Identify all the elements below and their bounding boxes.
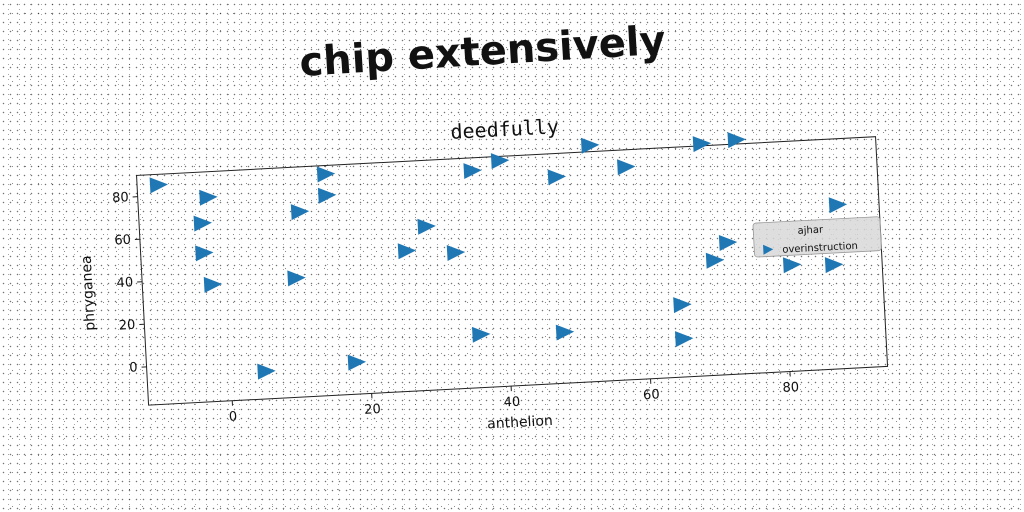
- data-point: [287, 270, 306, 287]
- legend: ajhar overinstruction: [752, 216, 882, 258]
- x-axis: 0 20 40 60 80: [229, 371, 799, 425]
- y-tick-label: 80: [112, 190, 129, 206]
- data-point: [199, 189, 218, 206]
- legend-entry-overinstruction: overinstruction: [782, 241, 858, 256]
- data-point: [397, 243, 417, 260]
- data-point: [580, 137, 600, 154]
- data-point: [547, 169, 567, 186]
- y-axis: 0 20 40 60 80: [112, 190, 147, 376]
- y-tick-label: 20: [118, 318, 135, 334]
- plot-frame: [136, 136, 889, 406]
- data-point: [290, 204, 310, 221]
- data-point: [316, 166, 336, 183]
- data-point: [555, 324, 575, 341]
- chart-title: deedfully: [450, 114, 559, 144]
- data-point: [195, 245, 214, 262]
- data-point: [417, 218, 436, 235]
- x-tick-label: 20: [364, 402, 381, 418]
- x-tick-label: 60: [643, 387, 660, 403]
- data-point: [727, 132, 746, 149]
- y-tick-label: 60: [114, 233, 131, 249]
- data-point: [203, 276, 223, 293]
- data-point: [824, 257, 844, 274]
- data-point: [472, 326, 491, 343]
- data-point: [463, 163, 482, 180]
- legend-marker: [763, 244, 774, 255]
- data-point: [490, 153, 510, 170]
- data-point: [149, 177, 168, 194]
- data-point: [257, 363, 276, 380]
- data-point: [718, 234, 738, 251]
- x-axis-label: anthelion: [487, 413, 553, 432]
- y-axis-label: phryganea: [79, 255, 99, 331]
- data-point: [317, 187, 337, 204]
- data-point: [617, 159, 636, 176]
- x-tick-label: 0: [229, 409, 238, 424]
- data-point: [347, 354, 367, 371]
- y-tick-label: 40: [116, 275, 133, 291]
- legend-title: ajhar: [797, 225, 824, 237]
- legend-box: [752, 216, 882, 258]
- data-point: [828, 197, 848, 214]
- data-point: [674, 331, 694, 348]
- data-point: [705, 252, 725, 269]
- x-tick-label: 80: [782, 380, 799, 396]
- data-points: [149, 132, 848, 380]
- data-point: [193, 215, 212, 232]
- data-point: [446, 244, 466, 261]
- data-point: [692, 136, 712, 153]
- x-tick-label: 40: [503, 395, 520, 411]
- y-tick-label: 0: [129, 360, 138, 375]
- data-point: [782, 257, 802, 274]
- data-point: [673, 297, 692, 314]
